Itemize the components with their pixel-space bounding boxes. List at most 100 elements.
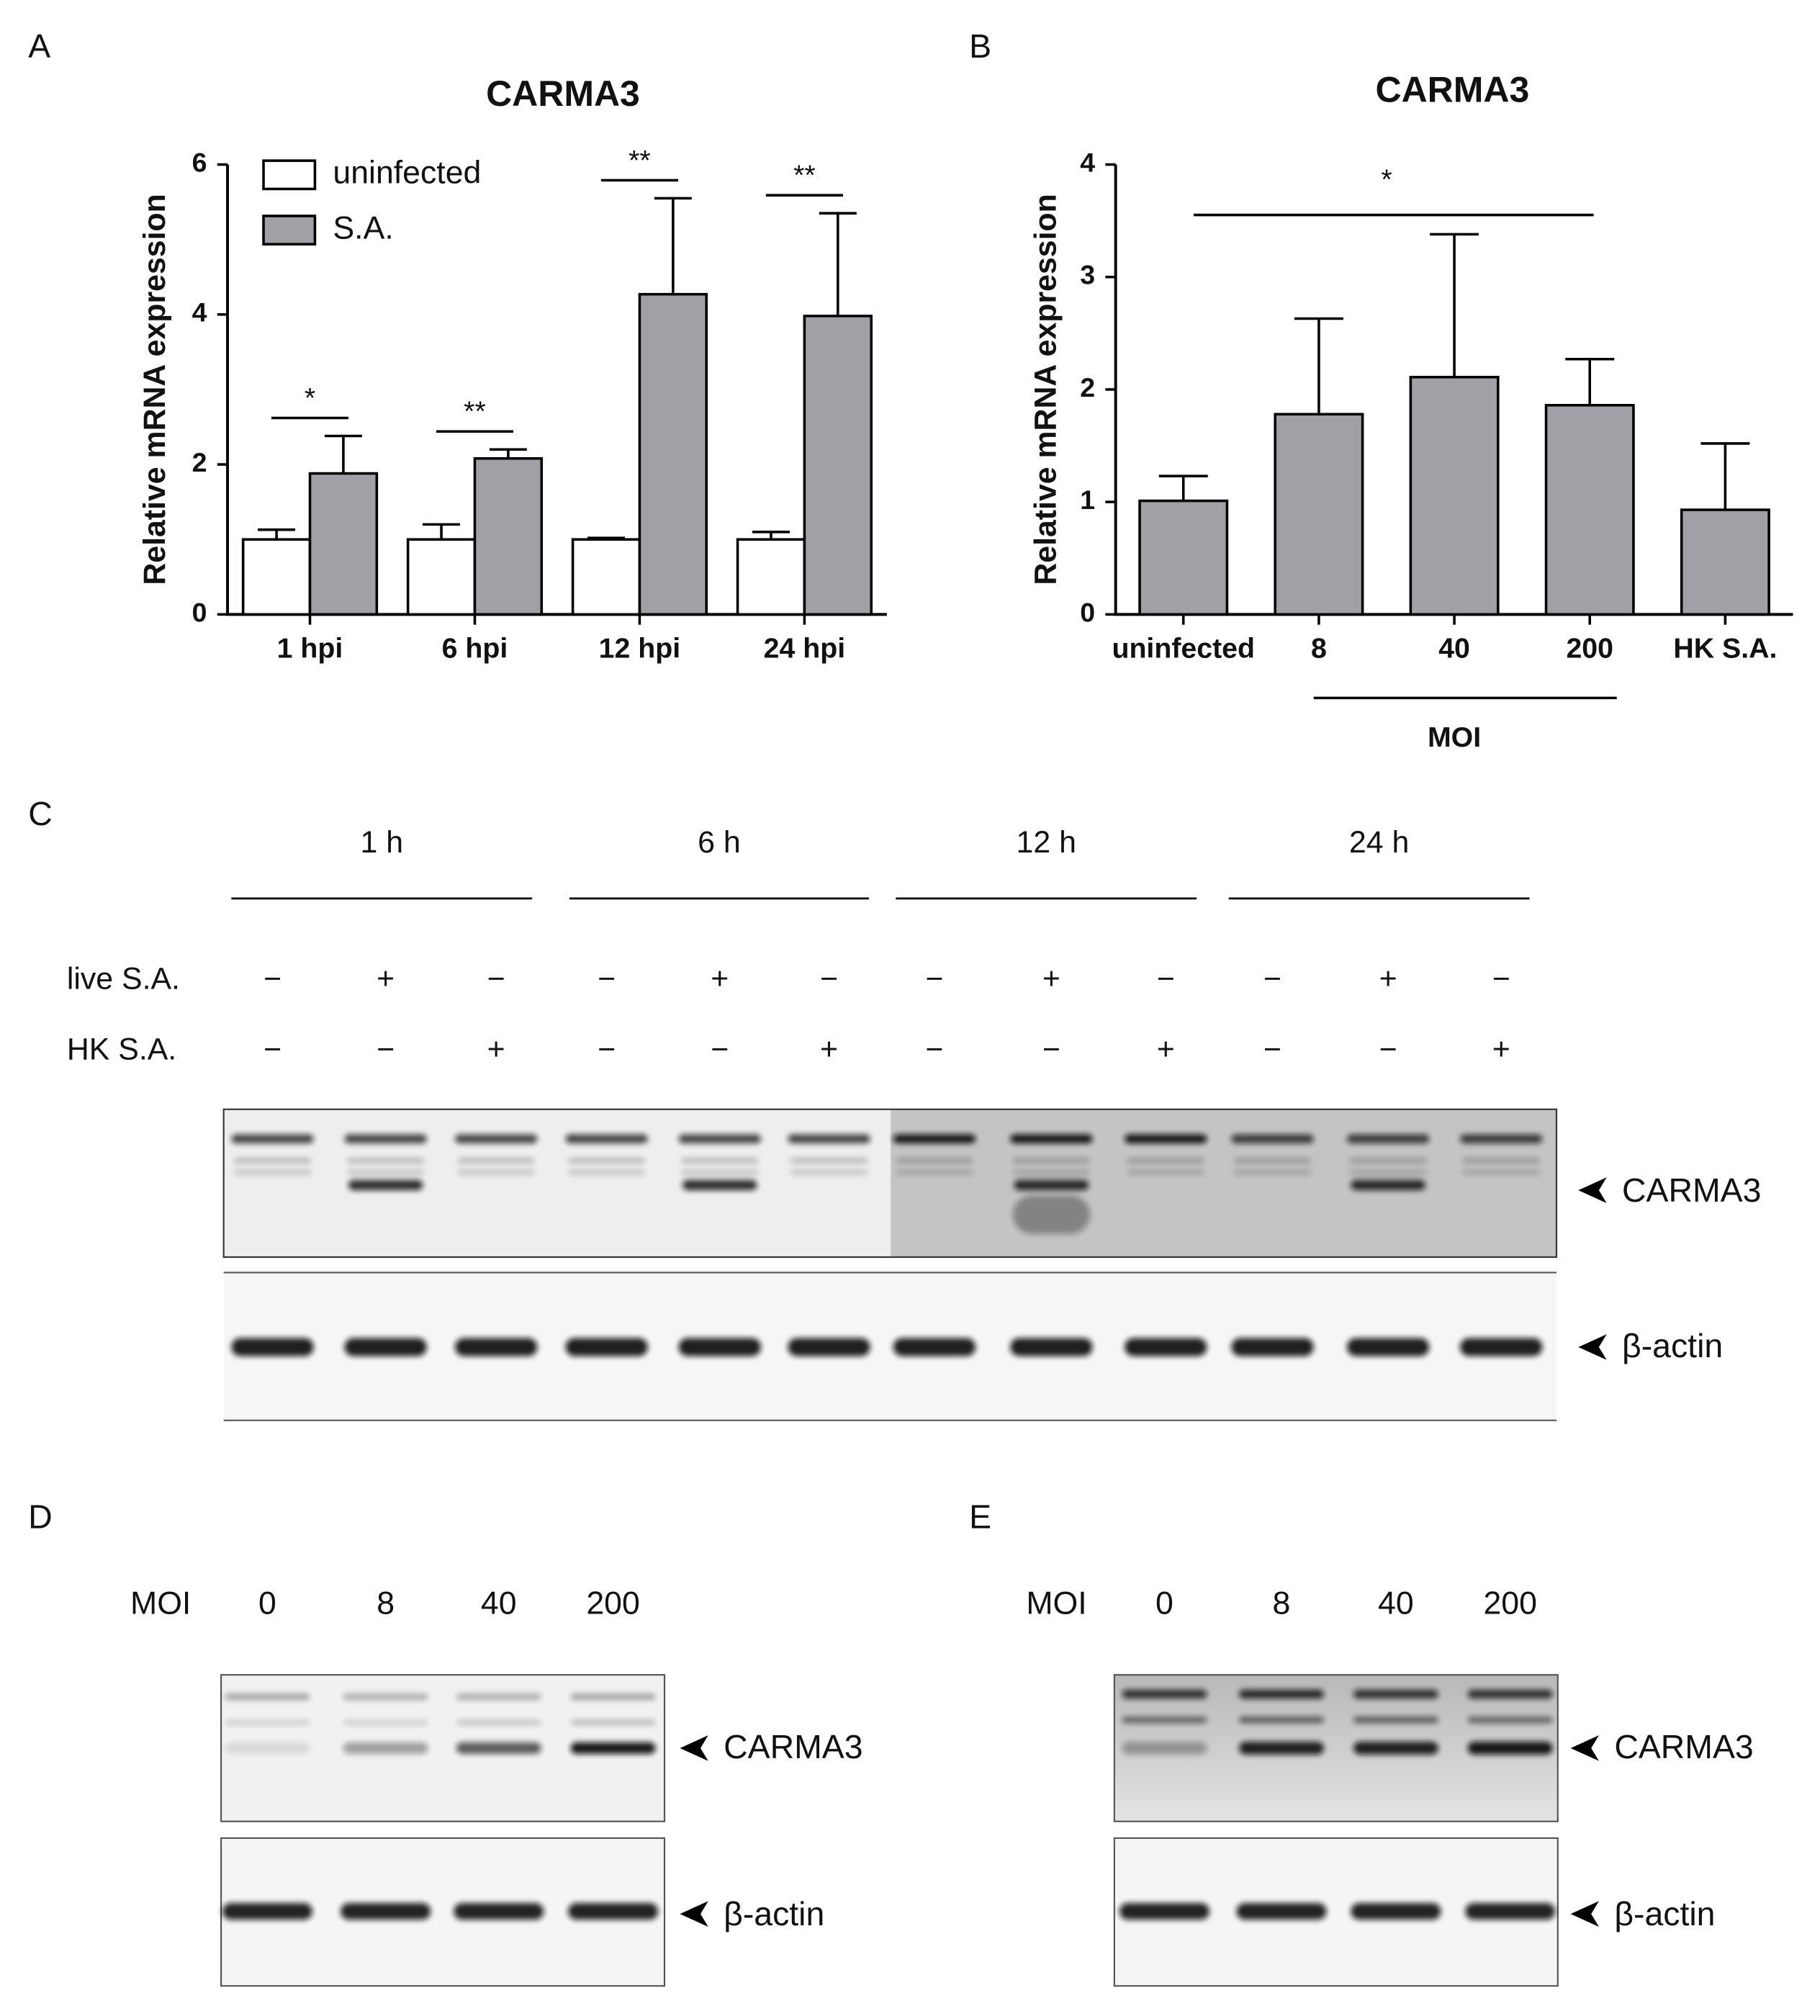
panel-label: E (969, 1498, 991, 1535)
blot-band (347, 1169, 425, 1175)
bar (308, 472, 379, 616)
blot-band (1462, 1169, 1540, 1175)
blot-band (231, 1134, 314, 1143)
lane-label: 8 (377, 1586, 395, 1621)
sign: + (377, 961, 395, 996)
blot-band (565, 1134, 648, 1143)
timepoint-label: 1 h (360, 825, 403, 860)
blot-background (223, 1274, 1557, 1419)
lane-label: 40 (1378, 1586, 1414, 1621)
sign: − (1157, 961, 1175, 996)
blot-band (570, 1693, 656, 1701)
sign: − (1042, 1032, 1060, 1067)
blot-band (343, 1719, 428, 1725)
blot-band (1125, 1134, 1207, 1143)
blot-band (1231, 1338, 1314, 1356)
bar (638, 292, 708, 616)
blot-band (1012, 1195, 1090, 1234)
group-label: MOI (1428, 721, 1481, 753)
blot-band (456, 1693, 541, 1701)
sign: + (487, 1032, 505, 1067)
y-tick-label: 1 (1080, 485, 1095, 515)
blot-band (1349, 1158, 1427, 1164)
blot-band (343, 1742, 428, 1754)
lane-label: 0 (258, 1586, 276, 1621)
bar (1138, 499, 1229, 616)
x-tick-label: uninfected (1112, 633, 1255, 665)
lane-label: 0 (1155, 1586, 1173, 1621)
significance-label: ** (793, 160, 816, 192)
blot-band (681, 1169, 759, 1175)
y-tick-label: 4 (1080, 147, 1095, 177)
y-tick-label: 0 (1080, 597, 1095, 627)
marker-label: β-actin (724, 1895, 824, 1932)
significance-label: * (305, 382, 315, 414)
blot-frame (222, 1108, 1558, 1259)
blot-band (1467, 1689, 1553, 1699)
lane-label: 200 (1483, 1586, 1536, 1621)
blot-band (1012, 1169, 1090, 1175)
x-tick-label: HK S.A. (1673, 633, 1777, 665)
timepoint-label: 6 h (698, 825, 741, 860)
bar (1680, 508, 1770, 616)
blot-band (222, 1903, 312, 1920)
sign: − (487, 961, 505, 996)
blot-background (223, 1109, 891, 1257)
significance-label: ** (629, 145, 651, 176)
y-tick-label: 4 (192, 297, 207, 328)
arrow-head (680, 1901, 708, 1927)
legend-label: uninfected (333, 156, 481, 191)
marker-label: β-actin (1622, 1327, 1723, 1364)
blot-band (233, 1169, 312, 1175)
sign: − (263, 1032, 281, 1067)
blot-band (1122, 1742, 1207, 1755)
blot-band (570, 1742, 656, 1754)
blot-band (456, 1742, 541, 1754)
sign: − (377, 1032, 395, 1067)
significance-label: * (1381, 164, 1392, 196)
blot-band (1239, 1689, 1324, 1699)
sign: − (1263, 961, 1281, 996)
sign: − (820, 961, 838, 996)
blot-band (455, 1134, 538, 1143)
blot-band (1467, 1742, 1553, 1755)
panel-label: B (969, 27, 991, 65)
blot-band (344, 1338, 427, 1356)
blot-band (1351, 1179, 1425, 1191)
x-tick-label: 12 hpi (599, 633, 680, 665)
blot-band (457, 1169, 535, 1175)
x-tick-label: 200 (1566, 633, 1613, 665)
bar (736, 538, 806, 616)
blot-band (678, 1338, 761, 1356)
sign: − (598, 961, 616, 996)
marker-label: CARMA3 (724, 1728, 862, 1765)
marker-label: CARMA3 (1614, 1728, 1753, 1765)
blot-band (1346, 1134, 1430, 1143)
blot-band (570, 1719, 656, 1725)
blot-band (568, 1169, 646, 1175)
blot-band (341, 1903, 431, 1920)
marker-label: CARMA3 (1622, 1171, 1761, 1209)
blot-band (1467, 1716, 1553, 1724)
blot-band (1125, 1338, 1207, 1356)
significance-label: ** (464, 396, 486, 428)
y-tick-label: 3 (1080, 260, 1095, 290)
row-label: MOI (1026, 1586, 1086, 1621)
arrow-head (1570, 1901, 1599, 1927)
arrow-head (1570, 1735, 1599, 1761)
panel-label: D (28, 1498, 53, 1535)
blot-band (893, 1134, 976, 1143)
blot-band (456, 1719, 541, 1725)
sign: − (925, 1032, 943, 1067)
blot-band (1351, 1903, 1441, 1920)
row-label: HK S.A. (67, 1032, 176, 1067)
row-label: live S.A. (67, 961, 180, 996)
legend-swatch (262, 215, 317, 246)
y-tick-label: 2 (1080, 372, 1095, 402)
sign: − (598, 1032, 616, 1067)
blot-band (233, 1158, 312, 1164)
blot-band (225, 1742, 310, 1754)
blot-band (1119, 1903, 1209, 1920)
sign: − (1492, 961, 1510, 996)
